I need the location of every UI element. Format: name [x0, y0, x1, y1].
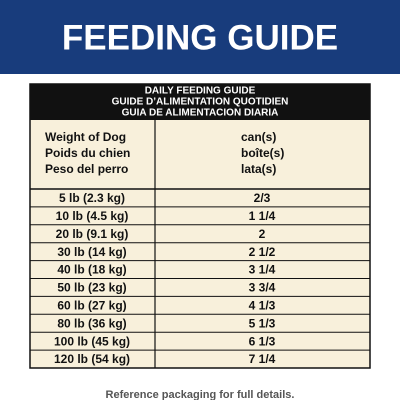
column-header: boîte(s) [241, 146, 284, 160]
cell-weight: 100 lb (45 kg) [54, 334, 130, 348]
column-header: lata(s) [241, 162, 276, 176]
table-caption: GUIA DE ALIMENTACION DIARIA [122, 108, 279, 119]
cell-cans: 6 1/3 [249, 334, 276, 348]
footer-note: Reference packaging for full details. [106, 389, 295, 400]
table-caption: DAILY FEEDING GUIDE [145, 86, 256, 97]
cell-weight: 60 lb (27 kg) [57, 299, 126, 313]
cell-weight: 120 lb (54 kg) [54, 352, 130, 366]
cell-cans: 3 3/4 [249, 281, 276, 295]
cell-weight: 40 lb (18 kg) [57, 263, 126, 277]
table-frame [29, 83, 371, 369]
cell-cans: 5 1/3 [249, 316, 276, 330]
table-caption: GUIDE D’ALIMENTATION QUOTIDIEN [112, 97, 289, 108]
column-header: can(s) [241, 130, 276, 144]
table-caption-band [30, 84, 370, 120]
cell-cans: 2/3 [254, 191, 271, 205]
cell-cans: 7 1/4 [249, 352, 276, 366]
column-header: Poids du chien [45, 146, 130, 160]
cell-weight: 10 lb (4.5 kg) [56, 209, 129, 223]
cell-cans: 3 1/4 [249, 263, 276, 277]
cell-weight: 50 lb (23 kg) [57, 281, 126, 295]
cell-cans: 2 [259, 227, 266, 241]
cell-cans: 1 1/4 [249, 209, 276, 223]
column-header: Peso del perro [45, 162, 128, 176]
cell-weight: 20 lb (9.1 kg) [56, 227, 129, 241]
column-header: Weight of Dog [45, 130, 126, 144]
cell-weight: 80 lb (36 kg) [57, 316, 126, 330]
cell-weight: 5 lb (2.3 kg) [59, 191, 125, 205]
cell-cans: 4 1/3 [249, 299, 276, 313]
cell-cans: 2 1/2 [249, 245, 276, 259]
cell-weight: 30 lb (14 kg) [57, 245, 126, 259]
header-title: FEEDING GUIDE [62, 18, 338, 57]
header-band [0, 0, 400, 74]
